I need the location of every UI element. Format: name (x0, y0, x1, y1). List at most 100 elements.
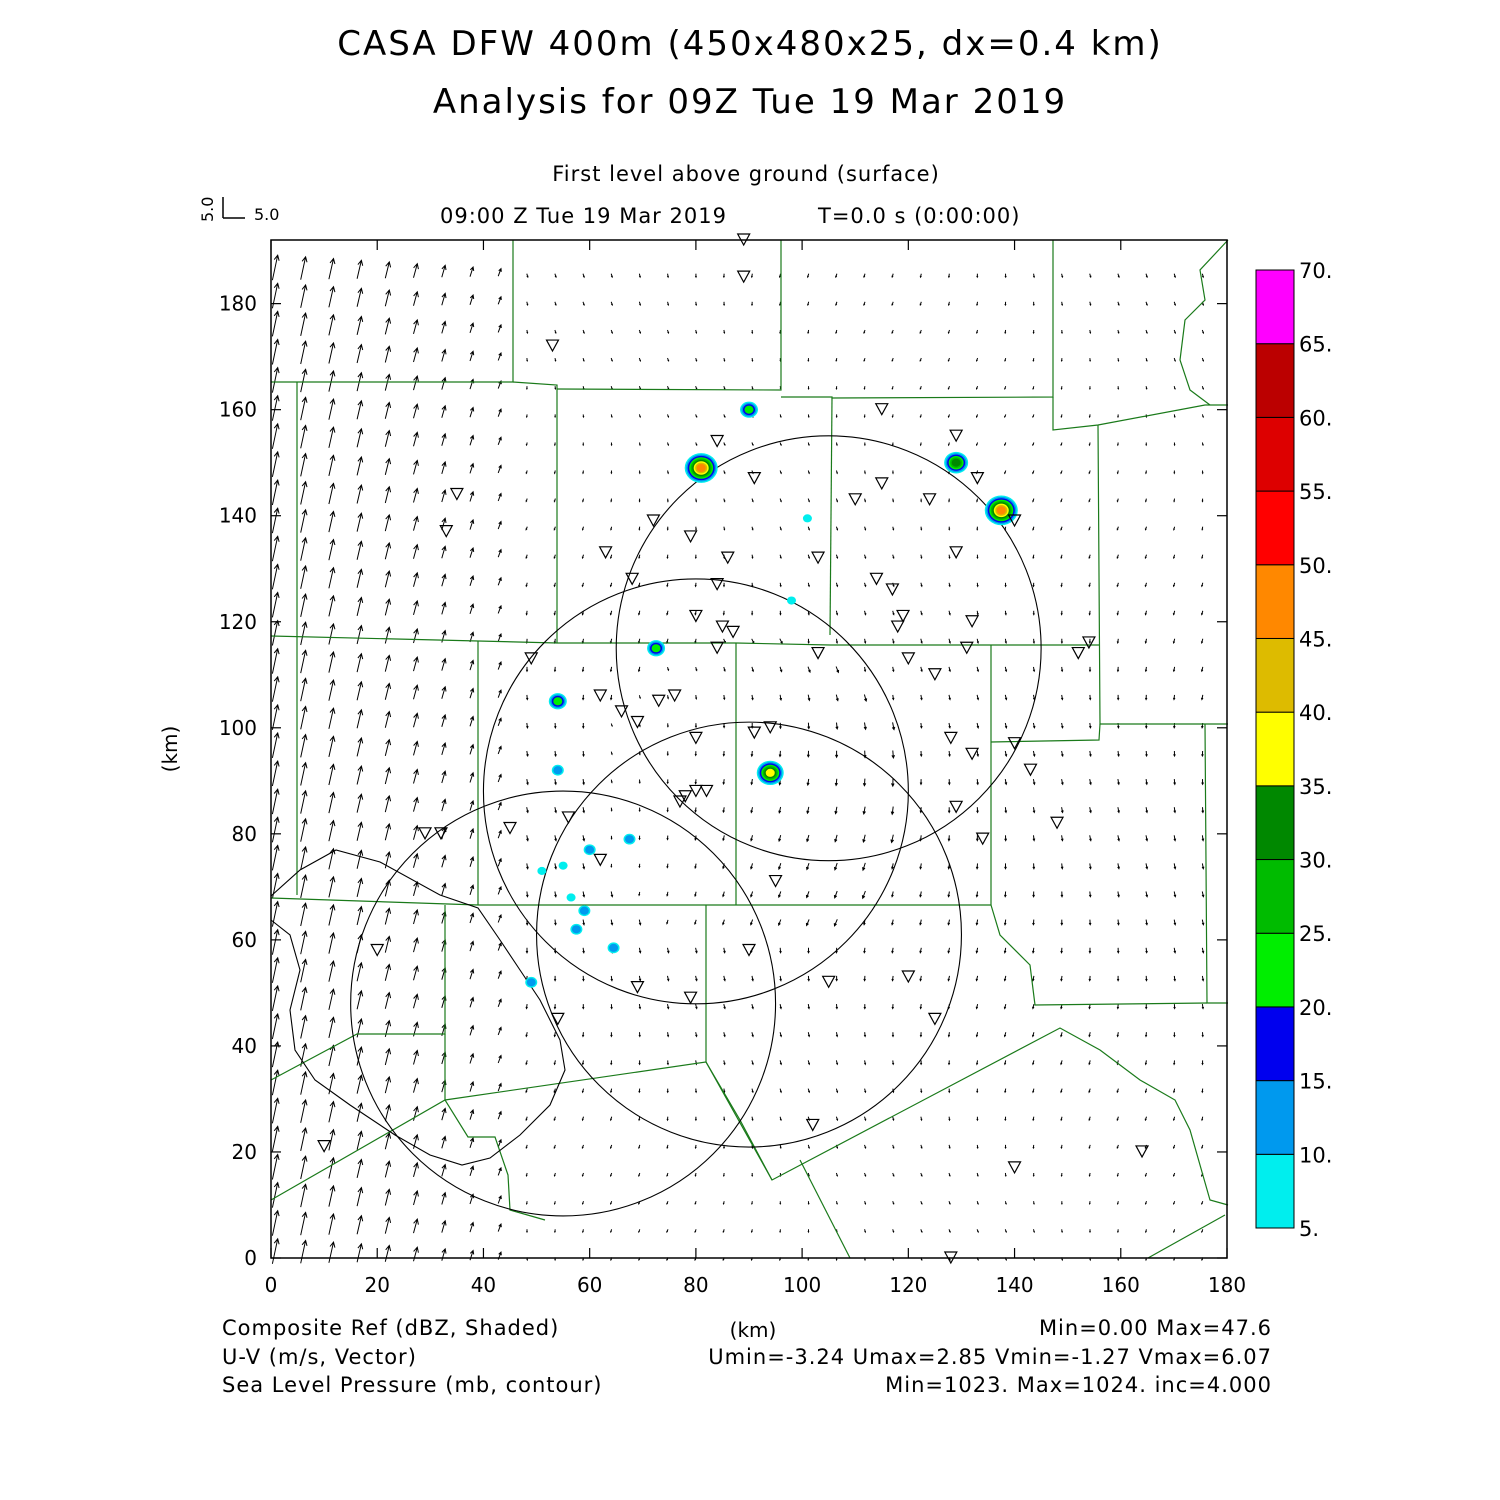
wind-vector (554, 414, 557, 419)
wind-vector (413, 515, 419, 531)
wind-vector (1173, 273, 1176, 279)
wind-vector (1032, 919, 1035, 926)
wind-vector (441, 517, 447, 531)
wind-vector (525, 1060, 528, 1066)
wind-vector (1172, 582, 1176, 588)
plot-frame (270, 239, 1228, 1259)
wind-vector (1032, 442, 1035, 447)
wind-vector (271, 591, 280, 618)
wind-vector (356, 624, 364, 645)
wind-vector (271, 479, 280, 506)
wind-vector (328, 650, 336, 673)
wind-vector (919, 301, 922, 307)
wind-vector (976, 1201, 979, 1206)
wind-vector (638, 863, 641, 869)
x-tick-label: 160 (1102, 1273, 1140, 1297)
wind-vector (525, 1144, 528, 1150)
wind-vector (328, 369, 336, 392)
wind-vector (497, 745, 502, 755)
wind-vector (1145, 807, 1149, 814)
wind-vector (610, 1144, 613, 1150)
wind-vector (1144, 1172, 1147, 1177)
echo-cell (566, 893, 576, 902)
wind-vector (328, 903, 336, 926)
echo-contour (585, 845, 595, 854)
wind-vector (751, 975, 754, 982)
wind-vector (920, 722, 923, 729)
wind-vector (582, 835, 586, 842)
wind-vector (1144, 526, 1147, 531)
wind-vector (1200, 694, 1204, 701)
wind-vector (975, 975, 979, 982)
wind-vector (441, 1107, 447, 1121)
wind-vector (300, 1070, 308, 1095)
wind-vector (441, 320, 447, 334)
wind-vector (271, 450, 280, 478)
wind-vector (1088, 414, 1091, 419)
wind-vector (638, 891, 641, 897)
wind-vector (526, 1229, 528, 1234)
wind-vector (638, 1032, 641, 1038)
station-marker (975, 832, 990, 846)
wind-vector (582, 807, 586, 814)
wind-vector (469, 294, 475, 305)
wind-vector (863, 442, 866, 447)
wind-vector (271, 1125, 280, 1152)
echo-contour (553, 697, 563, 706)
wind-vector (835, 273, 838, 279)
wind-vector (807, 1144, 810, 1150)
wind-vector (1201, 386, 1204, 390)
colorbar-label: 25. (1299, 922, 1332, 946)
wind-vector (806, 778, 810, 787)
wind-vector (1145, 919, 1148, 926)
wind-vector (553, 1088, 556, 1094)
wind-vector (638, 470, 641, 475)
station-marker (630, 715, 645, 729)
wind-vector (271, 1209, 280, 1236)
colorbar-label: 55. (1299, 480, 1332, 504)
wind-vector (1089, 835, 1092, 842)
wind-vector (356, 1214, 364, 1235)
wind-vector (947, 975, 950, 982)
wind-vector (384, 991, 392, 1009)
wind-vector (300, 283, 308, 308)
wind-vector (271, 788, 280, 815)
wind-vector (610, 526, 613, 531)
station-marker (959, 641, 974, 655)
wind-vector (863, 975, 866, 982)
wind-vector (1116, 1116, 1119, 1122)
wind-vector (1173, 975, 1176, 982)
wind-vector (553, 610, 556, 616)
wind-vector (779, 1201, 782, 1205)
wind-vector (328, 594, 336, 617)
wind-vector (723, 526, 726, 531)
wind-vector (834, 806, 838, 815)
wind-vector (271, 984, 280, 1012)
wind-vector (947, 357, 950, 362)
wind-vector (638, 301, 641, 307)
wind-vector (976, 779, 979, 786)
wind-vector (469, 856, 475, 867)
wind-vector (300, 564, 308, 589)
wind-vector (666, 1144, 669, 1150)
wind-vector (947, 273, 951, 279)
wind-vector (639, 442, 641, 447)
wind-vector (695, 1032, 698, 1038)
wind-vector (1117, 386, 1120, 390)
wind-vector (441, 573, 447, 587)
wind-vector (610, 357, 613, 362)
wind-vector (891, 694, 895, 701)
wind-vector (1144, 1116, 1147, 1122)
wind-vector (666, 695, 669, 700)
wind-vector (723, 666, 726, 672)
wind-vector (441, 489, 447, 503)
wind-vector (553, 1060, 556, 1066)
wind-vector (1060, 638, 1064, 645)
wind-vector (695, 1003, 698, 1010)
colorbar-label: 15. (1299, 1070, 1332, 1094)
wind-vector (356, 259, 364, 279)
wind-vector (919, 414, 922, 419)
wind-vector (497, 351, 502, 361)
wind-vector (469, 1024, 475, 1036)
wind-vector (920, 1229, 923, 1234)
